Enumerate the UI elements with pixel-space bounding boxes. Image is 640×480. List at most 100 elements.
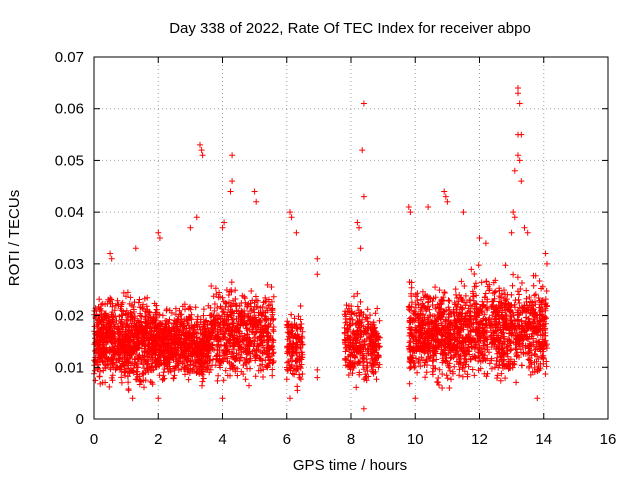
data-point (233, 329, 240, 336)
data-point (248, 318, 255, 325)
data-point (160, 353, 167, 359)
data-point (148, 337, 155, 344)
data-point (189, 366, 196, 373)
data-point (245, 313, 252, 320)
data-point (168, 340, 175, 347)
y-tick-label: 0.04 (55, 204, 84, 221)
data-point (147, 333, 154, 340)
data-point (156, 311, 163, 318)
data-point (110, 313, 117, 319)
data-point (166, 356, 173, 363)
data-point (95, 303, 102, 310)
data-point (269, 366, 276, 373)
data-point (128, 350, 135, 357)
data-point (208, 331, 215, 337)
data-point (231, 339, 238, 346)
data-point (220, 349, 227, 356)
data-point (135, 318, 142, 324)
data-point (229, 350, 236, 357)
data-point (141, 295, 148, 302)
data-point (227, 372, 233, 379)
data-point (178, 321, 185, 328)
data-point (135, 299, 142, 306)
data-point (229, 364, 236, 371)
data-point (139, 345, 145, 352)
data-point (238, 354, 245, 361)
y-tick-label: 0 (76, 411, 84, 428)
data-point (103, 347, 110, 354)
data-point (127, 294, 134, 301)
data-point (173, 350, 180, 357)
data-point (105, 296, 112, 303)
data-point (208, 283, 215, 289)
data-point (96, 296, 103, 303)
data-point (112, 348, 119, 355)
data-point (113, 317, 120, 324)
data-point (185, 346, 192, 353)
data-point (160, 375, 167, 382)
data-point (96, 336, 103, 343)
data-point (161, 366, 168, 372)
data-point (211, 346, 217, 353)
data-point (139, 304, 146, 311)
data-point (293, 322, 300, 328)
data-point (185, 313, 192, 320)
data-point (152, 325, 159, 332)
data-point (223, 317, 230, 324)
data-point (173, 330, 180, 337)
data-point (168, 345, 175, 352)
data-point (204, 366, 211, 373)
y-tick-label: 0.01 (55, 359, 84, 376)
data-point (211, 307, 218, 314)
data-point (114, 297, 121, 304)
data-point (229, 308, 236, 315)
data-point (258, 326, 265, 333)
data-point (160, 333, 166, 339)
data-point (170, 320, 177, 327)
data-point (194, 350, 201, 357)
data-point (236, 357, 243, 364)
data-point (129, 360, 136, 367)
data-point (284, 322, 291, 329)
data-point (263, 349, 270, 355)
data-point (201, 342, 207, 349)
data-point (185, 376, 192, 383)
data-point (124, 344, 131, 351)
data-point (298, 321, 305, 327)
data-point (135, 331, 142, 338)
data-point (157, 360, 163, 367)
data-point (119, 334, 126, 341)
data-point (196, 347, 203, 354)
data-point (136, 377, 143, 384)
data-point (166, 325, 173, 331)
data-point (145, 343, 152, 350)
data-point (251, 331, 258, 337)
data-point (214, 326, 221, 332)
data-point (185, 357, 192, 364)
data-point (142, 369, 149, 376)
data-point (229, 343, 236, 350)
data-point (210, 313, 217, 320)
data-point (166, 316, 173, 323)
data-point (187, 303, 193, 310)
data-point (265, 315, 272, 322)
data-point (289, 370, 296, 377)
data-point (215, 294, 222, 301)
data-point (143, 303, 150, 310)
data-point (124, 355, 131, 362)
data-point (125, 359, 132, 366)
data-point (250, 316, 257, 323)
data-point (99, 332, 106, 339)
data-point (224, 346, 231, 353)
data-point (179, 354, 186, 361)
data-point (206, 362, 212, 369)
data-point (297, 365, 304, 372)
data-point (102, 301, 109, 308)
data-point (195, 358, 202, 365)
data-point (163, 328, 170, 334)
data-point (228, 361, 235, 367)
data-point (111, 307, 118, 314)
data-point (121, 320, 128, 327)
data-point (264, 364, 271, 371)
data-point (126, 300, 133, 307)
